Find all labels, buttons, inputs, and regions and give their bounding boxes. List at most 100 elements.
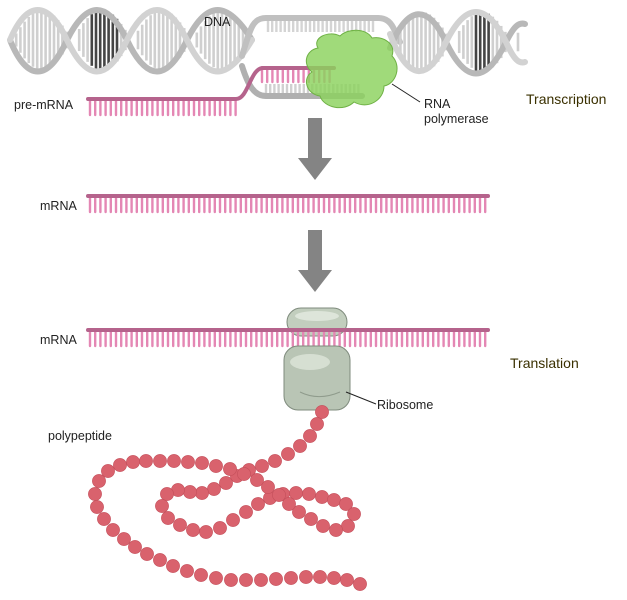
amino-acid — [126, 455, 140, 469]
dna-coding-strand — [239, 63, 365, 99]
amino-acid — [303, 429, 317, 443]
amino-acid — [167, 454, 181, 468]
amino-acid — [161, 511, 175, 525]
mrna-middle-label: mRNA — [40, 199, 77, 213]
amino-acid — [199, 525, 213, 539]
dna-strand-right-a — [387, 11, 528, 77]
mrna-middle-strand — [86, 194, 490, 214]
pre-mrna-strand — [86, 66, 336, 117]
pre-mrna-backbone — [86, 66, 336, 101]
amino-acid — [194, 568, 208, 582]
amino-acid — [327, 571, 341, 585]
dna-helix-left — [7, 7, 255, 75]
amino-acid — [224, 573, 238, 587]
pre-mrna-label: pre-mRNA — [14, 98, 74, 112]
amino-acid — [173, 518, 187, 532]
amino-acid — [353, 577, 367, 591]
arrow-mrna-to-translation — [298, 230, 332, 292]
amino-acid — [261, 480, 275, 494]
amino-acid — [268, 454, 282, 468]
amino-acid — [139, 454, 153, 468]
amino-acid — [140, 547, 154, 561]
amino-acid — [223, 462, 237, 476]
mrna-middle-bases — [88, 195, 487, 214]
ribosome-large-subunit — [283, 345, 351, 411]
amino-acid — [101, 464, 115, 478]
amino-acid — [160, 487, 174, 501]
ribosome-leader — [345, 391, 377, 405]
amino-acid — [155, 499, 169, 513]
rna-polymerase-label-line2: polymerase — [424, 112, 489, 126]
amino-acid — [180, 564, 194, 578]
amino-acid — [92, 474, 106, 488]
amino-acid — [269, 572, 283, 586]
amino-acid — [195, 486, 209, 500]
amino-acid — [239, 573, 253, 587]
amino-acid — [128, 540, 142, 554]
amino-acid — [315, 490, 329, 504]
amino-acid — [255, 459, 269, 473]
dna-strand-left-b — [7, 7, 255, 75]
amino-acid — [219, 476, 233, 490]
dna-helix-right — [387, 9, 528, 77]
amino-acid — [310, 417, 324, 431]
amino-acid — [281, 447, 295, 461]
amino-acid — [315, 405, 329, 419]
amino-acid — [106, 523, 120, 537]
polypeptide-label: polypeptide — [48, 429, 112, 443]
amino-acid — [341, 519, 355, 533]
mrna-bottom-strand — [86, 328, 490, 348]
amino-acid — [282, 497, 296, 511]
amino-acid — [213, 521, 227, 535]
amino-acid — [304, 512, 318, 526]
dna-label: DNA — [204, 15, 231, 29]
amino-acid — [88, 487, 102, 501]
amino-acid — [293, 439, 307, 453]
dna-strand-right-b — [387, 9, 528, 74]
mrna-bottom-bases — [88, 329, 487, 348]
arrow-transcription-to-mrna — [298, 118, 332, 180]
amino-acid — [347, 507, 361, 521]
amino-acid — [183, 485, 197, 499]
amino-acid — [239, 505, 253, 519]
amino-acid — [339, 497, 353, 511]
amino-acid — [153, 454, 167, 468]
transcription-label: Transcription — [526, 91, 606, 107]
amino-acid — [153, 553, 167, 567]
amino-acid — [207, 482, 221, 496]
polypeptide-chain — [88, 405, 367, 591]
amino-acid — [254, 573, 268, 587]
amino-acid — [329, 523, 343, 537]
amino-acid — [209, 459, 223, 473]
amino-acid — [186, 523, 200, 537]
amino-acid — [302, 487, 316, 501]
rna-polymerase-leader — [391, 83, 421, 103]
amino-acid — [90, 500, 104, 514]
amino-acid — [340, 573, 354, 587]
amino-acid — [327, 493, 341, 507]
translation-label: Translation — [510, 355, 579, 371]
rna-polymerase — [305, 29, 398, 109]
amino-acid — [299, 570, 313, 584]
amino-acid — [237, 467, 251, 481]
amino-acid — [181, 455, 195, 469]
amino-acid — [195, 456, 209, 470]
amino-acid — [226, 513, 240, 527]
amino-acid — [292, 505, 306, 519]
mrna-bottom-label: mRNA — [40, 333, 77, 347]
amino-acid — [209, 571, 223, 585]
amino-acid — [284, 571, 298, 585]
rna-polymerase-label-line1: RNA — [424, 97, 451, 111]
ribosome-label: Ribosome — [377, 398, 433, 412]
amino-acid — [97, 512, 111, 526]
amino-acid — [313, 570, 327, 584]
pre-mrna-bases — [88, 67, 331, 117]
amino-acid — [272, 488, 286, 502]
amino-acid — [166, 559, 180, 573]
amino-acid — [250, 473, 264, 487]
amino-acid — [251, 497, 265, 511]
amino-acid — [316, 519, 330, 533]
amino-acid — [113, 458, 127, 472]
